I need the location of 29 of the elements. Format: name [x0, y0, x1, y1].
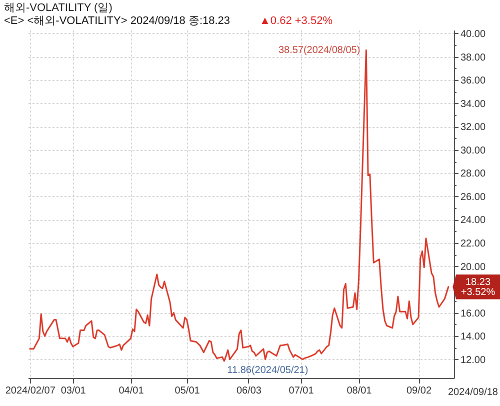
- y-tick-label: 28.00: [460, 168, 486, 180]
- x-tick-label: 2024/02/07: [5, 386, 56, 396]
- text: 2024/09/18: [448, 387, 498, 398]
- annotation: 38.57(2024/08/05): [278, 45, 360, 56]
- y-tick-label: 36.00: [460, 76, 486, 87]
- y-tick-label: 38.00: [460, 52, 486, 64]
- y-tick-label: 30.00: [460, 145, 486, 156]
- annotation: 11.86(2024/05/21): [227, 365, 308, 376]
- text: ▲0.62 +3.52%: [260, 15, 333, 27]
- chart-title: 해외-VOLATILITY (일): [4, 2, 112, 14]
- annotation: 18.23 +3.52%: [460, 276, 496, 298]
- y-tick-label: 40.00: [460, 28, 486, 40]
- y-tick-label: 16.00: [460, 308, 486, 320]
- chart-subtitle: <E> <해외-VOLATILITY> 2024/09/18 종:18.23: [4, 15, 230, 27]
- x-tick-label: 06/03: [236, 386, 262, 396]
- y-tick-label: 34.00: [460, 98, 486, 110]
- y-tick-label: 26.00: [460, 192, 486, 203]
- x-tick-label: 05/01: [174, 386, 200, 396]
- x-tick-label: 04/01: [118, 386, 144, 396]
- y-tick-label: 24.00: [460, 215, 486, 226]
- x-tick-label: 07/01: [288, 386, 314, 396]
- x-tick-label: 08/01: [346, 386, 372, 396]
- y-tick-label: 22.00: [460, 238, 486, 250]
- y-tick-label: 12.00: [460, 354, 486, 366]
- y-tick-label: 20.00: [460, 262, 486, 273]
- y-tick-label: 14.00: [460, 332, 486, 343]
- x-tick-label: 03/01: [60, 386, 86, 396]
- y-tick-label: 32.00: [460, 122, 486, 134]
- x-tick-label: 09/02: [406, 386, 432, 396]
